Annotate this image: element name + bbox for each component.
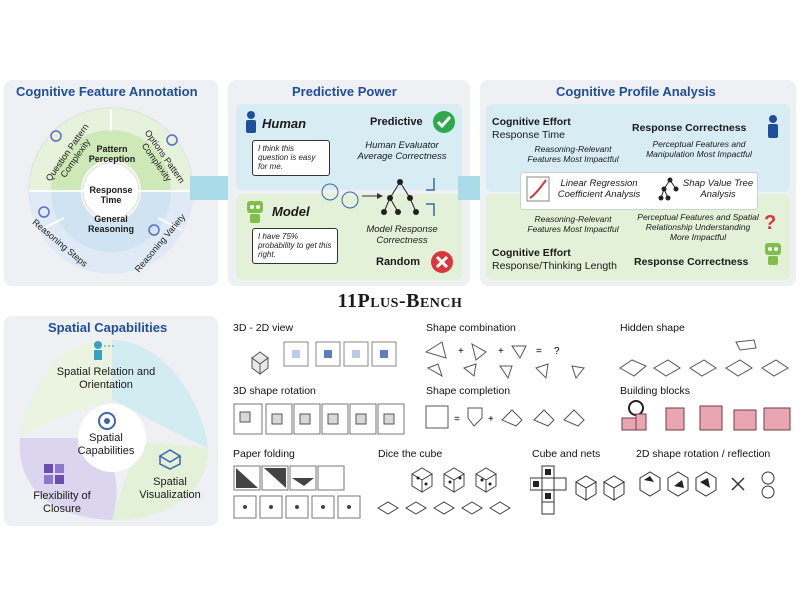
lin-reg-label: Linear Regression Coefficient Analysis xyxy=(557,178,641,201)
effort-bottom-sub: Response/Thinking Length xyxy=(492,260,617,272)
task-paper: Paper folding xyxy=(233,448,295,460)
combination-example: + + =? xyxy=(424,341,585,380)
predictor-network xyxy=(321,178,435,216)
model-resp-label: Model Response Correctness xyxy=(366,224,438,247)
rr-top: Reasoning-Relevant Features Most Impactf… xyxy=(527,144,619,165)
cross-icon xyxy=(431,251,453,273)
model-label: Model xyxy=(272,204,310,219)
svg-text:=: = xyxy=(536,346,542,357)
svg-text:=: = xyxy=(454,414,460,425)
rotation2d-example xyxy=(639,471,775,499)
svg-text:?: ? xyxy=(554,346,560,357)
task-nets: Cube and nets xyxy=(532,448,601,460)
visualization-label: Spatial Visualization xyxy=(139,476,201,502)
robot-icon-profile xyxy=(765,243,781,265)
effort-top-title: Cognitive Effort xyxy=(492,116,571,128)
puzzle-icon xyxy=(44,464,64,484)
svg-text:+: + xyxy=(488,414,494,425)
closure-label: Flexibility of Closure xyxy=(33,490,91,516)
predictive-label: Predictive xyxy=(370,116,423,128)
profile-title: Cognitive Profile Analysis xyxy=(556,84,716,99)
gear-icon xyxy=(98,412,116,430)
task-combination: Shape combination xyxy=(426,322,516,334)
hidden-example xyxy=(619,339,789,377)
bench-title: 11Plus-Bench xyxy=(337,290,463,312)
human-eval-label: Human Evaluator Average Correctness xyxy=(357,140,447,163)
effort-bottom-title: Cognitive Effort xyxy=(492,247,571,259)
task-hidden: Hidden shape xyxy=(620,322,685,334)
options-icon xyxy=(166,134,178,146)
svg-text:+: + xyxy=(498,346,504,357)
spatial-title: Spatial Capabilities xyxy=(48,320,168,335)
check-icon xyxy=(433,111,455,133)
task-rotation3d: 3D shape rotation xyxy=(233,385,316,397)
perc-bottom: Perceptual Features and Spatial Relation… xyxy=(637,212,759,243)
variety-icon xyxy=(148,224,160,236)
view-example xyxy=(251,341,397,375)
blocks-example xyxy=(621,400,791,431)
task-view: 3D - 2D view xyxy=(233,322,294,334)
rotation3d-example xyxy=(233,403,405,435)
regression-icon xyxy=(526,176,550,202)
predictive-title: Predictive Power xyxy=(292,84,397,99)
steps-icon xyxy=(38,206,50,218)
model-quote: I have 75% probability to get this right… xyxy=(252,228,338,264)
question-mark-icon: ? xyxy=(764,212,777,234)
paper-example xyxy=(233,465,361,519)
annotation-title: Cognitive Feature Annotation xyxy=(16,84,198,99)
pattern-perception-label: Pattern Perception xyxy=(88,144,136,165)
human-label: Human xyxy=(262,116,307,131)
analysis-box xyxy=(520,172,758,210)
tree-icon xyxy=(658,177,679,201)
human-quote: I think this question is easy for me. xyxy=(252,140,330,176)
general-reasoning-label: General Reasoning xyxy=(87,214,134,235)
dice-example xyxy=(377,467,511,515)
question-icon xyxy=(50,130,62,142)
effort-top-sub: Response Time xyxy=(492,129,565,141)
visualization-icon xyxy=(158,449,182,470)
shap-label: Shap Value Tree Analysis xyxy=(682,178,754,201)
robot-icon xyxy=(247,201,263,223)
task-rotation2d: 2D shape rotation / reflection xyxy=(636,448,771,460)
correct-top: Response Correctness xyxy=(632,122,747,134)
task-blocks: Building blocks xyxy=(620,385,691,397)
completion-example: = + xyxy=(425,405,585,429)
nets-example xyxy=(530,465,625,515)
rr-bottom: Reasoning-Relevant Features Most Impactf… xyxy=(527,214,619,235)
svg-text:+: + xyxy=(458,346,464,357)
random-label: Random xyxy=(376,256,420,268)
response-time-label: Response Time xyxy=(89,185,133,205)
spatial-center-label: Spatial Capabilities xyxy=(77,432,135,458)
perc-top: Perceptual Features and Manipulation Mos… xyxy=(646,139,752,160)
feature-wheel xyxy=(28,107,194,274)
task-dice: Dice the cube xyxy=(378,448,443,460)
task-completion: Shape completion xyxy=(426,385,511,397)
orientation-icon xyxy=(94,341,116,360)
human-icon xyxy=(246,111,256,133)
spatial-triangle xyxy=(19,340,208,520)
human-icon-profile xyxy=(768,115,778,138)
correct-bottom: Response Correctness xyxy=(634,256,749,268)
relation-label: Spatial Relation and Orientation xyxy=(56,366,156,392)
